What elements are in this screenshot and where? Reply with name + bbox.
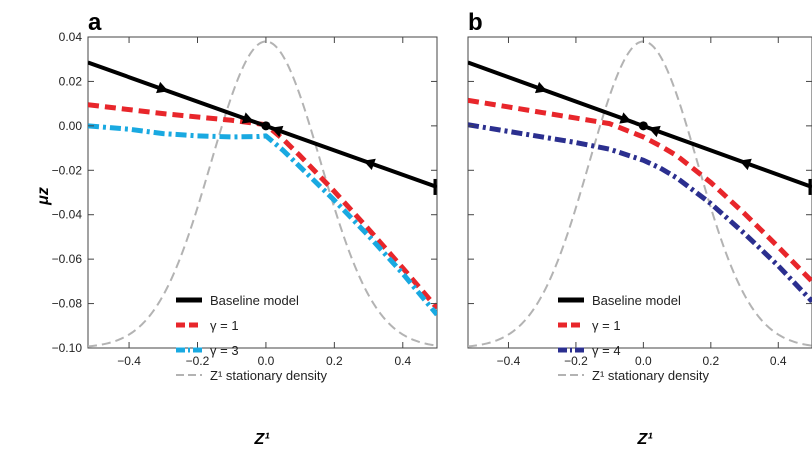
legend-b-density: Z¹ stationary density (592, 368, 710, 383)
x-axis-label-a: Z¹ (253, 431, 270, 448)
density-line (468, 40, 812, 348)
panel-a-letter: a (88, 9, 102, 36)
x-tick-label: 0.4 (394, 354, 411, 368)
flow-arrow (619, 112, 632, 124)
series-lines-a (88, 60, 437, 317)
legend-b-gamma4: γ = 4 (592, 343, 621, 358)
density-curve-a (88, 40, 437, 348)
y-tick-label: −0.06 (52, 252, 83, 266)
flow-arrow (363, 158, 376, 171)
x-tick-label: −0.4 (497, 354, 521, 368)
legend-a-gamma1: γ = 1 (210, 318, 239, 333)
legend-a-gamma3: γ = 3 (210, 343, 239, 358)
x-tick-label: 0.2 (326, 354, 343, 368)
density-curve-b (468, 40, 812, 348)
legend-a: Baseline model γ = 1 γ = 3 Z¹ stationary… (176, 293, 328, 383)
series-line--1 (468, 97, 812, 284)
flow-arrow (271, 125, 284, 138)
y-tick-label: −0.02 (52, 163, 83, 177)
x-axis-label-b: Z¹ (636, 431, 653, 448)
density-line (88, 40, 437, 348)
flow-arrow (648, 125, 661, 138)
x-tick-label: 0.2 (702, 354, 719, 368)
fixed-point-dot (638, 121, 648, 131)
flow-arrow (534, 81, 548, 94)
panel-a: a −0.4 −0.2 0.0 0.2 0.4 0.04 0.02 0.00 −0.02 −0.0… (35, 9, 438, 448)
panel-b: b −0.4 −0.2 0.0 0.2 0.4 Z¹ Baseline model γ … (467, 9, 812, 448)
x-tick-label: −0.4 (117, 354, 141, 368)
flow-arrow (739, 158, 752, 171)
legend-b-gamma1: γ = 1 (592, 318, 621, 333)
flow-arrow (156, 81, 169, 94)
series-lines-b (468, 60, 812, 304)
flow-arrow (241, 112, 254, 124)
series-line--4 (468, 122, 812, 304)
y-tick-label: 0.00 (59, 119, 83, 133)
legend-a-density: Z¹ stationary density (210, 368, 328, 383)
y-tick-label: −0.04 (52, 208, 83, 222)
x-tick-label: 0.0 (258, 354, 275, 368)
legend-a-baseline: Baseline model (210, 293, 299, 308)
ticks-a: −0.4 −0.2 0.0 0.2 0.4 0.04 0.02 0.00 −0.02 −0.04 −… (52, 30, 437, 368)
x-tick-label: −0.2 (564, 354, 588, 368)
panel-a-frame (87, 36, 438, 349)
x-tick-label: 0.0 (635, 354, 652, 368)
series-line--1 (88, 102, 437, 310)
panel-b-letter: b (468, 9, 483, 36)
series-line--3 (88, 123, 437, 317)
x-tick-label: 0.4 (770, 354, 787, 368)
panel-b-frame (467, 36, 812, 349)
ticks-b: −0.4 −0.2 0.0 0.2 0.4 (468, 36, 812, 368)
y-tick-label: 0.02 (59, 74, 83, 88)
x-tick-label: −0.2 (186, 354, 210, 368)
legend-b: Baseline model γ = 1 γ = 4 Z¹ stationary… (558, 293, 710, 383)
y-tick-label: −0.08 (52, 297, 83, 311)
fixed-point-dot (261, 121, 271, 131)
y-tick-label: −0.10 (52, 341, 83, 355)
y-tick-label: 0.04 (59, 30, 83, 44)
y-axis-label: μz (35, 187, 52, 206)
legend-b-baseline: Baseline model (592, 293, 681, 308)
